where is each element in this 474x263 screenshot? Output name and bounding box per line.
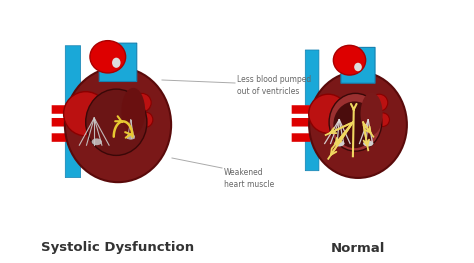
FancyBboxPatch shape [292, 105, 310, 114]
FancyBboxPatch shape [341, 47, 375, 83]
Ellipse shape [361, 93, 383, 135]
Ellipse shape [127, 134, 135, 140]
Ellipse shape [86, 89, 147, 155]
Ellipse shape [329, 93, 382, 151]
Ellipse shape [371, 94, 388, 111]
Text: Systolic Dysfunction: Systolic Dysfunction [41, 241, 194, 255]
FancyBboxPatch shape [305, 50, 319, 105]
Ellipse shape [334, 140, 345, 146]
FancyBboxPatch shape [65, 46, 81, 109]
Ellipse shape [112, 58, 120, 68]
Ellipse shape [309, 72, 407, 178]
Ellipse shape [132, 93, 151, 112]
Ellipse shape [333, 45, 365, 75]
Ellipse shape [90, 41, 126, 73]
FancyBboxPatch shape [292, 118, 310, 127]
FancyBboxPatch shape [305, 137, 319, 171]
Ellipse shape [354, 63, 362, 71]
Text: Weakened
heart muscle: Weakened heart muscle [224, 168, 274, 189]
FancyBboxPatch shape [52, 118, 71, 127]
Ellipse shape [64, 92, 108, 136]
Ellipse shape [121, 88, 145, 135]
Ellipse shape [376, 113, 390, 127]
FancyBboxPatch shape [292, 133, 310, 142]
Ellipse shape [333, 102, 376, 148]
Text: Less blood pumped
out of ventricles: Less blood pumped out of ventricles [237, 75, 311, 96]
FancyBboxPatch shape [52, 133, 71, 142]
FancyBboxPatch shape [99, 43, 137, 82]
FancyBboxPatch shape [52, 105, 71, 114]
Ellipse shape [137, 112, 153, 127]
FancyBboxPatch shape [65, 139, 81, 178]
Ellipse shape [309, 94, 348, 133]
Ellipse shape [65, 67, 171, 182]
Ellipse shape [91, 138, 102, 145]
Text: Normal: Normal [331, 241, 385, 255]
Ellipse shape [363, 140, 374, 146]
